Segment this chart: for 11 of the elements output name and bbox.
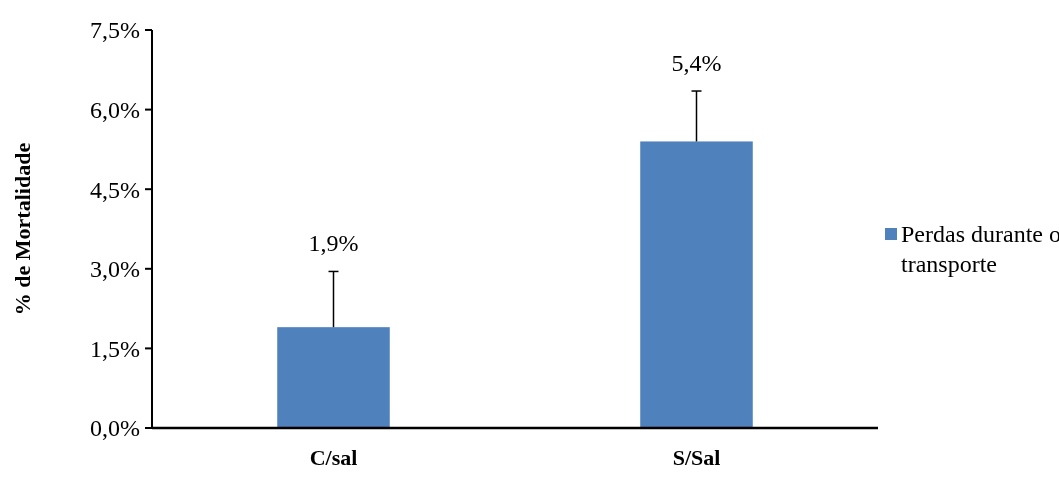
x-tick-label: C/sal — [309, 445, 358, 470]
y-tick-label: 7,5% — [90, 17, 140, 44]
y-tick-label: 4,5% — [90, 176, 140, 203]
y-tick-label: 6,0% — [90, 97, 140, 123]
x-tick-label: S/Sal — [672, 445, 721, 470]
y-tick-label: 1,5% — [90, 335, 140, 362]
data-label: 5,4% — [671, 50, 722, 77]
data-label: 1,9% — [308, 230, 359, 257]
y-tick-label: 0,0% — [90, 415, 140, 442]
y-axis-title: % de Mortalidade — [10, 142, 35, 316]
y-tick-label: 3,0% — [90, 256, 140, 283]
